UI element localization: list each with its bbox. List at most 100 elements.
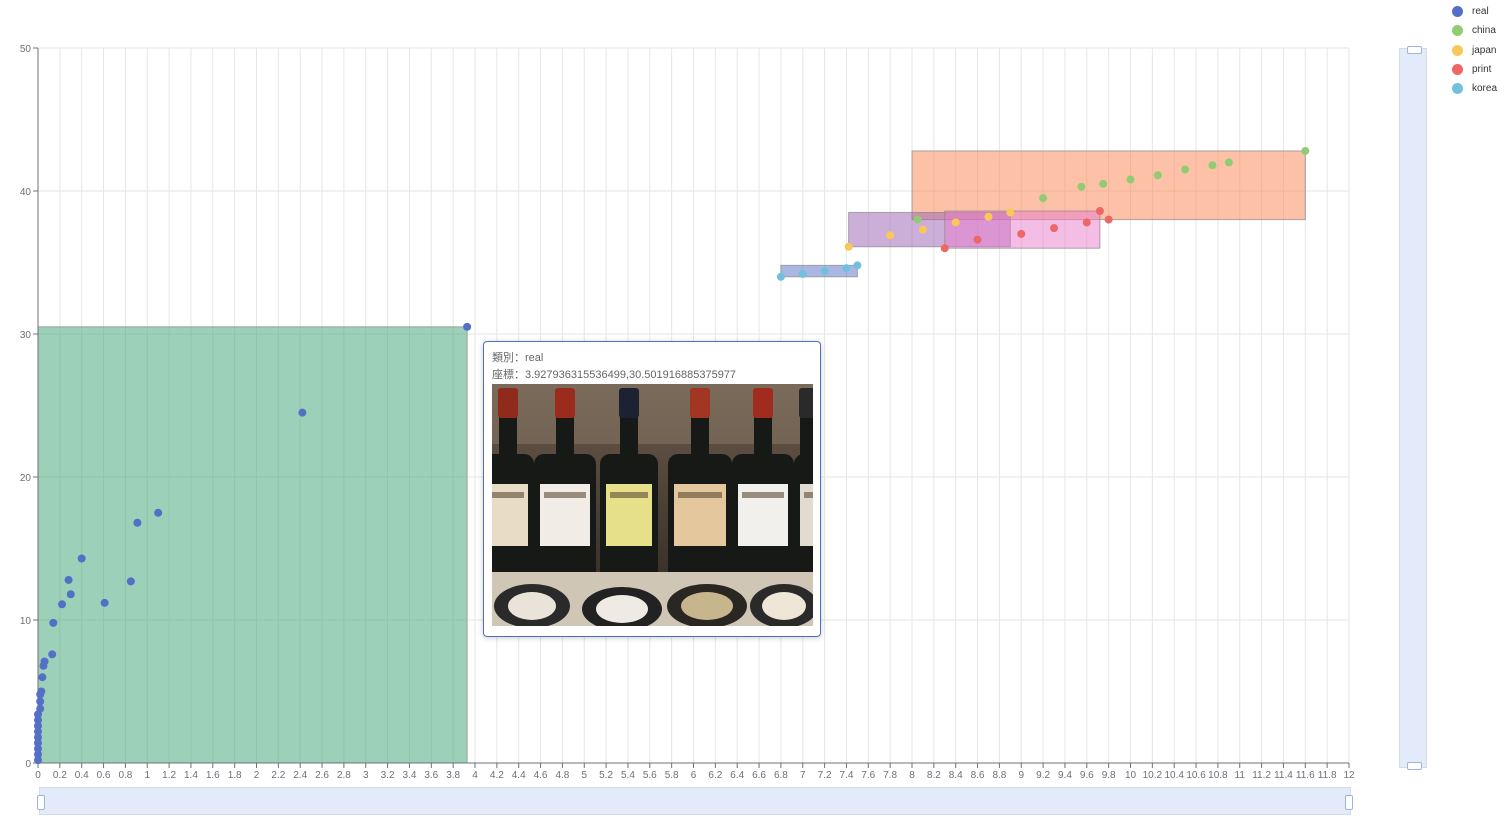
point-real[interactable] [36, 704, 45, 713]
x-tick-label: 2.4 [293, 770, 307, 781]
point-japan[interactable] [984, 212, 993, 221]
point-real[interactable] [34, 750, 42, 759]
point-real[interactable] [154, 508, 163, 517]
point-japan[interactable] [918, 225, 927, 234]
point-korea[interactable] [853, 261, 862, 270]
legend-item-china[interactable]: china [1452, 21, 1497, 40]
point-print[interactable] [1104, 215, 1113, 224]
x-tick-label: 5.4 [621, 770, 635, 781]
x-tick-label: 3.2 [381, 770, 395, 781]
x-tick-label: 0 [35, 770, 41, 781]
point-china[interactable] [913, 215, 922, 224]
x-tick-label: 8.2 [927, 770, 941, 781]
point-real[interactable] [38, 673, 47, 682]
y-zoom-bottom-handle[interactable] [1407, 762, 1422, 770]
point-china[interactable] [1077, 182, 1086, 191]
point-china[interactable] [1099, 179, 1108, 188]
x-tick-label: 0.8 [118, 770, 132, 781]
point-real[interactable] [34, 721, 42, 730]
x-tick-label: 3.8 [446, 770, 460, 781]
point-real[interactable] [126, 577, 135, 586]
x-tick-label: 5.8 [665, 770, 679, 781]
point-korea[interactable] [820, 267, 829, 276]
point-real[interactable] [34, 738, 42, 747]
y-zoom-top-handle[interactable] [1407, 46, 1422, 54]
point-real[interactable] [34, 756, 42, 765]
x-tick-label: 9.8 [1102, 770, 1116, 781]
x-zoom-left-handle[interactable] [37, 795, 45, 810]
point-print[interactable] [1050, 224, 1059, 233]
point-real[interactable] [34, 733, 42, 742]
bottle-cap [799, 388, 813, 418]
point-print[interactable] [973, 235, 982, 244]
wine-bottles-photo [492, 384, 813, 626]
point-real[interactable] [66, 590, 75, 599]
point-real[interactable] [463, 322, 472, 331]
point-real[interactable] [48, 650, 57, 659]
bottle-neck [499, 404, 517, 464]
point-china[interactable] [1301, 146, 1310, 155]
legend-item-korea[interactable]: korea [1452, 79, 1497, 98]
x-tick-label: 11.4 [1274, 770, 1293, 781]
x-tick-label: 6.2 [708, 770, 722, 781]
point-print[interactable] [1082, 218, 1091, 227]
x-tick-label: 10.2 [1143, 770, 1163, 781]
legend-label: real [1472, 6, 1489, 18]
x-zoom-right-handle[interactable] [1345, 795, 1353, 810]
bottle-label-text [678, 492, 722, 498]
point-real[interactable] [100, 598, 109, 607]
x-tick-label: 1.6 [206, 770, 220, 781]
legend-item-print[interactable]: print [1452, 60, 1497, 79]
legend-item-real[interactable]: real [1452, 2, 1497, 21]
tooltip-category-label: 類別： [492, 352, 525, 364]
point-print[interactable] [940, 244, 949, 253]
x-tick-label: 10.8 [1208, 770, 1228, 781]
point-china[interactable] [1181, 165, 1190, 174]
point-china[interactable] [1126, 175, 1135, 184]
x-zoom-slider[interactable] [37, 787, 1353, 815]
x-tick-label: 2.6 [315, 770, 329, 781]
point-real[interactable] [49, 618, 58, 627]
point-real[interactable] [34, 744, 42, 753]
x-tick-label: 6.4 [730, 770, 744, 781]
point-print[interactable] [1017, 229, 1026, 238]
point-japan[interactable] [886, 231, 895, 240]
point-print[interactable] [1095, 207, 1104, 216]
legend-dot-icon [1452, 25, 1463, 37]
point-korea[interactable] [776, 272, 785, 281]
point-real[interactable] [298, 408, 307, 417]
point-china[interactable] [1224, 158, 1233, 167]
tooltip-category: 類別：real [492, 350, 812, 367]
x-tick-label: 7.6 [861, 770, 875, 781]
point-japan[interactable] [844, 242, 853, 251]
series-boxes [37, 150, 1306, 764]
point-real[interactable] [34, 727, 42, 736]
bottle-neck [620, 404, 638, 464]
point-china[interactable] [1208, 161, 1217, 170]
point-china[interactable] [1153, 171, 1162, 180]
point-real[interactable] [58, 600, 67, 609]
point-real[interactable] [36, 697, 45, 706]
point-real[interactable] [133, 518, 142, 527]
bottle-neck [691, 404, 709, 464]
y-tick-label: 0 [25, 759, 31, 770]
x-tick-label: 11.2 [1252, 770, 1271, 781]
point-real[interactable] [64, 575, 73, 584]
point-korea[interactable] [798, 269, 807, 278]
point-japan[interactable] [951, 218, 960, 227]
y-zoom-slider[interactable] [1399, 46, 1427, 770]
x-tick-label: 4.8 [555, 770, 569, 781]
point-japan[interactable] [1006, 208, 1015, 217]
point-real[interactable] [77, 554, 86, 563]
point-korea[interactable] [842, 264, 851, 273]
legend-item-japan[interactable]: japan [1452, 41, 1497, 60]
point-real[interactable] [37, 687, 46, 696]
point-real[interactable] [40, 657, 49, 666]
x-tick-label: 2.2 [271, 770, 285, 781]
x-tick-label: 10.6 [1186, 770, 1206, 781]
x-tick-label: 2 [254, 770, 260, 781]
x-tick-label: 1.4 [184, 770, 198, 781]
point-real[interactable] [34, 716, 42, 725]
point-china[interactable] [1039, 194, 1048, 203]
bottle-cap [619, 388, 639, 418]
